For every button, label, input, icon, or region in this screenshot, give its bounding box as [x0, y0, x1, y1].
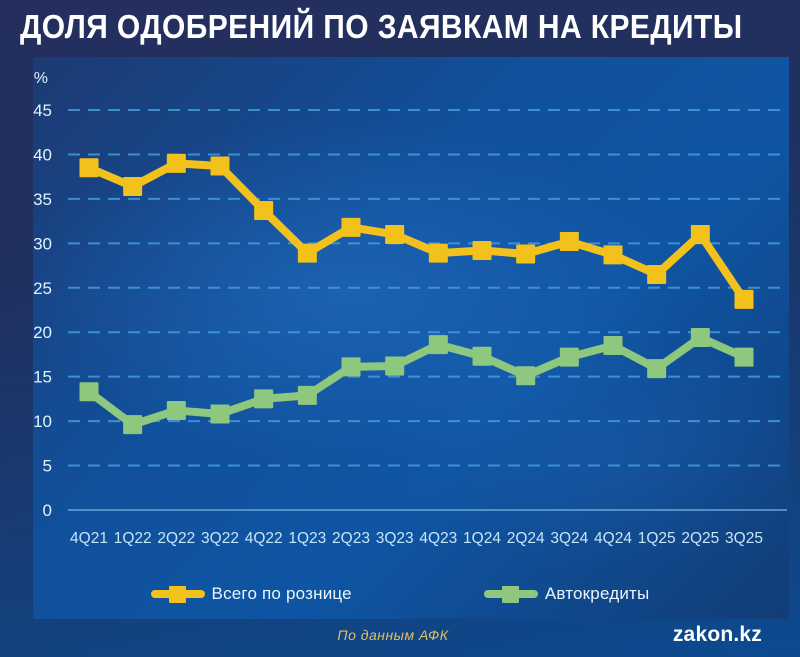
auto-series-swatch-icon: [483, 585, 538, 603]
x-tick-label-1Q24: 1Q24: [463, 530, 501, 547]
y-tick-label-40: 40: [33, 145, 52, 164]
data-point-retail-2Q23: [341, 217, 361, 237]
data-point-auto-4Q22: [254, 389, 274, 409]
legend-label-auto: Автокредиты: [544, 584, 650, 603]
chart-panel: 0 5 10 15 20 25 30 35 40 45% 4Q21 1Q22 2Q22 3Q22 4Q22 1…: [33, 57, 789, 619]
data-point-auto-2Q22: [166, 400, 186, 420]
retail-series-swatch-icon: [150, 585, 205, 603]
page-title: ДОЛЯ ОДОБРЕНИЙ ПО ЗАЯВКАМ НА КРЕДИТЫ: [20, 9, 743, 46]
x-tick-label-4Q23: 4Q23: [419, 530, 457, 547]
data-point-auto-4Q21: [79, 382, 99, 402]
series-line-retail: [85, 159, 748, 304]
data-point-auto-3Q22: [210, 404, 230, 424]
x-tick-label-2Q24: 2Q24: [507, 530, 545, 547]
data-point-retail-2Q24: [516, 244, 536, 264]
x-tick-label-2Q23: 2Q23: [332, 530, 370, 547]
legend-label-retail: Всего по рознице: [211, 584, 352, 603]
series-line-auto: [85, 333, 748, 429]
data-point-retail-4Q21: [79, 158, 99, 178]
data-point-retail-1Q24: [472, 240, 492, 260]
x-tick-label-4Q24: 4Q24: [594, 530, 632, 547]
data-point-retail-3Q24: [559, 232, 579, 252]
brand-logo: zakon.kz: [672, 623, 762, 646]
y-axis-unit-label: %: [34, 70, 48, 87]
data-point-retail-1Q22: [123, 176, 143, 196]
data-point-auto-1Q25: [647, 359, 667, 379]
x-tick-label-3Q22: 3Q22: [201, 530, 239, 547]
data-point-retail-3Q22: [210, 156, 230, 176]
data-point-retail-1Q23: [297, 243, 317, 263]
y-tick-label-35: 35: [33, 190, 52, 209]
data-point-retail-3Q25: [734, 289, 754, 309]
data-point-auto-2Q23: [341, 357, 361, 377]
data-point-auto-4Q23: [428, 335, 448, 355]
data-point-retail-2Q22: [166, 153, 186, 173]
data-point-auto-2Q25: [690, 328, 710, 348]
data-point-auto-1Q22: [123, 415, 143, 435]
data-point-auto-2Q24: [516, 366, 536, 386]
y-tick-label-25: 25: [33, 279, 52, 298]
legend-item-auto: Автокредиты: [483, 584, 650, 604]
data-point-auto-3Q23: [385, 356, 405, 376]
data-point-retail-2Q25: [690, 224, 710, 244]
y-tick-label-0: 0: [43, 501, 52, 520]
data-point-retail-1Q25: [647, 264, 667, 284]
data-point-retail-4Q23: [428, 243, 448, 263]
x-tick-label-3Q23: 3Q23: [376, 530, 414, 547]
data-point-retail-3Q23: [385, 224, 405, 244]
data-point-auto-3Q24: [559, 347, 579, 367]
x-tick-label-2Q22: 2Q22: [157, 530, 195, 547]
x-tick-label-3Q24: 3Q24: [550, 530, 588, 547]
data-source-note: По данным АФК: [337, 627, 449, 643]
approval-share-line-chart: 0 5 10 15 20 25 30 35 40 45% 4Q21 1Q22 2Q22 3Q22 4Q22 1…: [33, 70, 787, 547]
data-point-auto-4Q24: [603, 336, 623, 356]
y-tick-label-5: 5: [43, 457, 52, 476]
x-tick-label-3Q25: 3Q25: [725, 530, 763, 547]
chart-legend: Всего по рознице Автокредиты: [0, 584, 800, 604]
y-tick-label-10: 10: [33, 412, 52, 431]
data-point-auto-1Q23: [297, 385, 317, 405]
y-tick-label-45: 45: [33, 101, 52, 120]
data-point-auto-3Q25: [734, 347, 754, 367]
data-point-auto-1Q24: [472, 346, 492, 366]
y-tick-label-30: 30: [33, 234, 52, 253]
x-tick-label-1Q23: 1Q23: [288, 530, 326, 547]
y-tick-label-15: 15: [33, 368, 52, 387]
x-tick-label-4Q21: 4Q21: [70, 530, 108, 547]
x-tick-label-2Q25: 2Q25: [681, 530, 719, 547]
x-tick-label-4Q22: 4Q22: [245, 530, 283, 547]
legend-item-retail: Всего по рознице: [150, 584, 352, 604]
x-tick-label-1Q25: 1Q25: [638, 530, 676, 547]
x-tick-label-1Q22: 1Q22: [114, 530, 152, 547]
y-tick-label-20: 20: [33, 323, 52, 342]
data-point-retail-4Q24: [603, 245, 623, 265]
data-point-retail-4Q22: [254, 200, 274, 220]
